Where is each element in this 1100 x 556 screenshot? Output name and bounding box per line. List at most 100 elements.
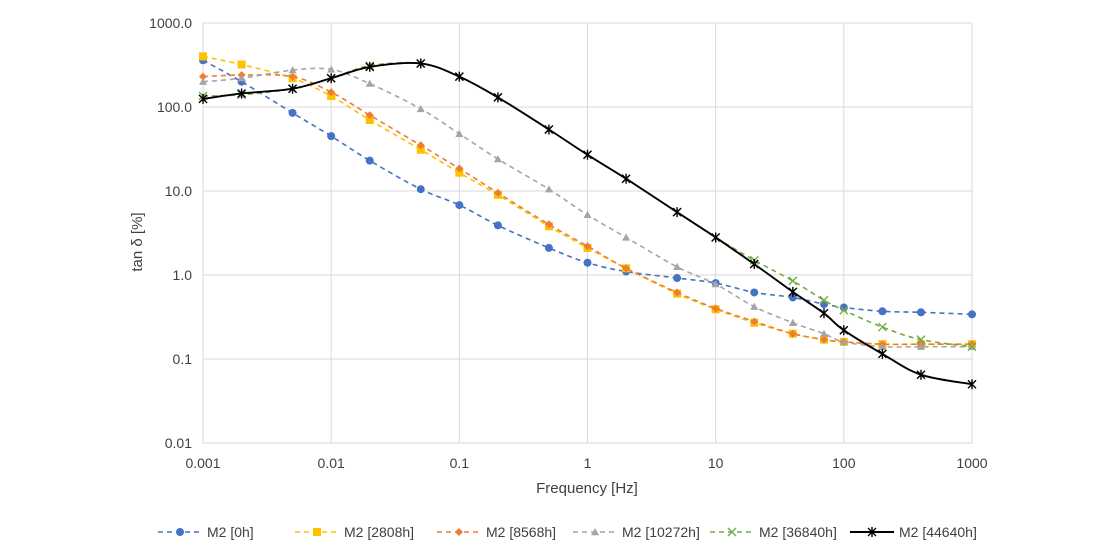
data-point bbox=[583, 210, 592, 219]
data-point bbox=[416, 104, 425, 113]
data-point bbox=[968, 310, 976, 319]
data-point bbox=[288, 72, 297, 81]
data-point bbox=[839, 305, 849, 315]
data-point bbox=[365, 156, 374, 165]
y-tick-label: 0.1 bbox=[173, 351, 193, 367]
x-tick-label: 1000 bbox=[956, 455, 987, 471]
y-axis-label: tan δ [%] bbox=[129, 212, 146, 271]
data-point bbox=[455, 129, 464, 137]
data-point bbox=[493, 92, 503, 103]
data-point bbox=[493, 155, 502, 163]
data-point bbox=[878, 307, 887, 316]
data-point bbox=[288, 83, 298, 94]
x-tick-label: 1 bbox=[584, 455, 592, 471]
x-tick-label: 0.001 bbox=[185, 455, 220, 471]
x-axis-label: Frequency [Hz] bbox=[536, 480, 638, 497]
series-5 bbox=[198, 58, 977, 390]
data-point bbox=[819, 329, 828, 337]
data-point bbox=[199, 52, 207, 61]
y-tick-label: 1000.0 bbox=[149, 15, 192, 31]
x-axis-ticks: 0.001 0.01 0.1 1 10 100 1000 bbox=[185, 455, 987, 471]
data-point bbox=[365, 61, 375, 72]
data-point bbox=[493, 221, 502, 230]
data-point bbox=[916, 369, 926, 380]
legend-label: M2 [44640h] bbox=[899, 524, 977, 540]
legend-label: M2 [36840h] bbox=[759, 524, 837, 540]
legend-marker bbox=[313, 528, 321, 536]
data-point bbox=[544, 243, 553, 252]
data-point bbox=[416, 141, 425, 150]
x-tick-label: 100 bbox=[832, 455, 856, 471]
data-point bbox=[916, 335, 926, 345]
data-point bbox=[622, 264, 631, 273]
legend-marker bbox=[727, 527, 737, 537]
data-point bbox=[237, 74, 246, 82]
data-point bbox=[711, 280, 720, 288]
data-point bbox=[749, 259, 759, 270]
data-point bbox=[327, 132, 336, 141]
data-point bbox=[673, 274, 682, 283]
data-point bbox=[788, 329, 797, 338]
data-point bbox=[750, 288, 759, 297]
data-point bbox=[839, 337, 848, 346]
legend-label: M2 [2808h] bbox=[344, 524, 414, 540]
data-point bbox=[967, 342, 977, 352]
data-point bbox=[327, 65, 336, 73]
legend-item: M2 [0h] bbox=[158, 524, 254, 540]
data-point bbox=[672, 207, 682, 218]
legend-marker bbox=[176, 528, 184, 536]
data-point bbox=[237, 88, 247, 99]
data-point bbox=[544, 185, 553, 193]
y-tick-label: 100.0 bbox=[157, 99, 192, 115]
legend-marker bbox=[591, 528, 599, 536]
data-point bbox=[819, 308, 829, 319]
data-point bbox=[788, 293, 797, 302]
data-point bbox=[493, 188, 502, 197]
legend-label: M2 [0h] bbox=[207, 524, 254, 540]
data-point bbox=[416, 185, 425, 194]
data-point bbox=[365, 116, 374, 125]
data-point bbox=[237, 60, 246, 69]
data-point bbox=[877, 348, 887, 359]
data-point bbox=[327, 88, 336, 97]
data-point bbox=[199, 77, 207, 85]
legend-item: M2 [36840h] bbox=[710, 524, 837, 540]
series-layer bbox=[198, 52, 977, 390]
x-tick-label: 10 bbox=[708, 455, 724, 471]
y-axis-ticks: 0.01 0.1 1.0 10.0 100.0 1000.0 bbox=[149, 15, 192, 451]
data-point bbox=[583, 242, 592, 251]
data-point bbox=[788, 286, 798, 297]
data-point bbox=[416, 58, 426, 69]
data-point bbox=[750, 302, 759, 310]
legend: M2 [0h] M2 [2808h] M2 [8568h] M2 [10272h] M2… bbox=[158, 524, 977, 540]
data-point bbox=[288, 66, 297, 74]
data-point bbox=[455, 201, 464, 210]
y-tick-label: 10.0 bbox=[165, 183, 192, 199]
data-point bbox=[622, 233, 631, 241]
data-point bbox=[198, 93, 208, 104]
data-point bbox=[544, 220, 553, 229]
data-point bbox=[199, 72, 207, 81]
x-tick-label: 0.1 bbox=[450, 455, 470, 471]
data-point bbox=[455, 164, 464, 173]
data-point bbox=[916, 308, 925, 317]
legend-item: M2 [2808h] bbox=[295, 524, 414, 540]
x-tick-label: 0.01 bbox=[318, 455, 345, 471]
data-point bbox=[416, 145, 425, 154]
data-point bbox=[819, 335, 828, 344]
data-point bbox=[673, 262, 682, 271]
data-point bbox=[819, 295, 829, 305]
legend-marker bbox=[867, 527, 877, 537]
data-point bbox=[326, 73, 336, 84]
legend-item: M2 [44640h] bbox=[850, 524, 977, 540]
data-point bbox=[711, 232, 721, 243]
data-point bbox=[365, 111, 374, 120]
data-point bbox=[839, 325, 849, 336]
data-point bbox=[788, 318, 797, 326]
data-point bbox=[711, 304, 720, 313]
data-point bbox=[916, 342, 925, 350]
data-point bbox=[750, 317, 759, 326]
data-point bbox=[544, 124, 554, 135]
legend-label: M2 [10272h] bbox=[622, 524, 700, 540]
